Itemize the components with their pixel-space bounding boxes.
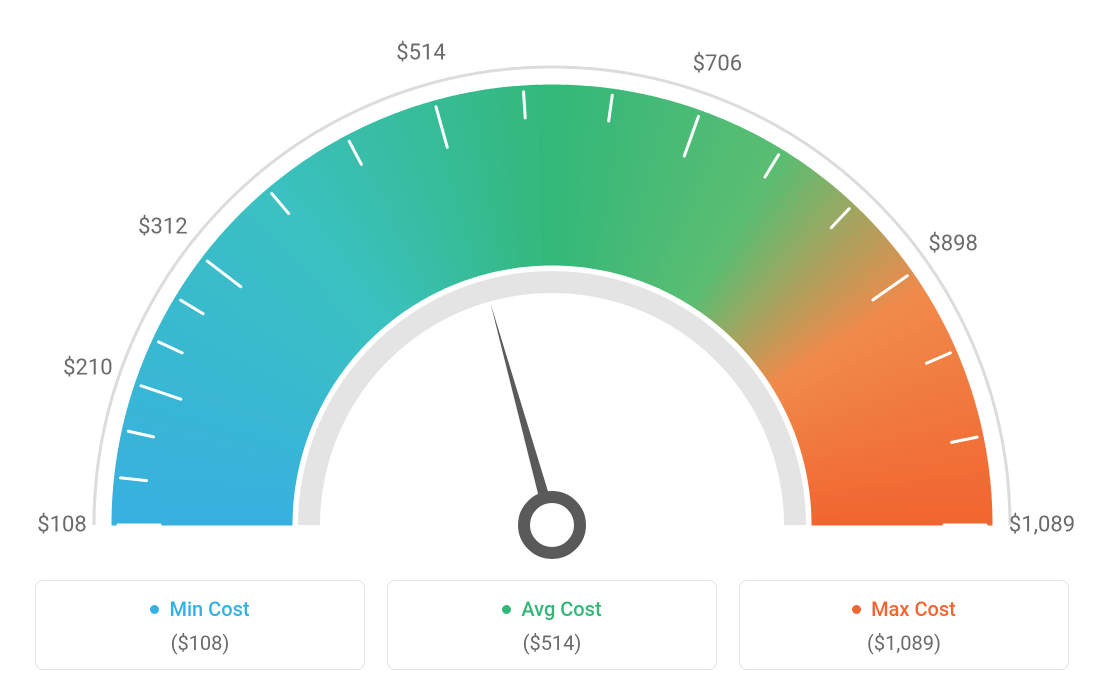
gauge-tick-label: $210	[63, 355, 112, 380]
legend-title-min: Min Cost	[150, 597, 249, 621]
legend-title-min-text: Min Cost	[169, 597, 249, 621]
gauge-tick-label: $706	[693, 51, 742, 76]
legend-title-avg-text: Avg Cost	[521, 597, 601, 621]
gauge-tick-label: $1,089	[1009, 513, 1075, 538]
legend-dot-min	[150, 605, 159, 614]
legend-title-avg: Avg Cost	[502, 597, 601, 621]
legend-row: Min Cost ($108) Avg Cost ($514) Max Cost…	[0, 580, 1104, 670]
legend-dot-avg	[502, 605, 511, 614]
gauge-svg	[0, 0, 1104, 570]
gauge-chart: $108 $210 $312 $514 $706 $898 $1,089	[0, 0, 1104, 570]
legend-value-avg: ($514)	[388, 631, 716, 655]
legend-title-max: Max Cost	[852, 597, 956, 621]
gauge-tick-label: $108	[37, 513, 86, 538]
legend-dot-max	[852, 605, 861, 614]
legend-value-max: ($1,089)	[740, 631, 1068, 655]
legend-card-max: Max Cost ($1,089)	[739, 580, 1069, 670]
legend-title-max-text: Max Cost	[871, 597, 956, 621]
legend-value-min: ($108)	[36, 631, 364, 655]
gauge-tick-label: $312	[138, 215, 187, 240]
legend-card-min: Min Cost ($108)	[35, 580, 365, 670]
gauge-tick-label: $514	[396, 40, 445, 65]
legend-card-avg: Avg Cost ($514)	[387, 580, 717, 670]
gauge-tick-label: $898	[928, 231, 977, 256]
